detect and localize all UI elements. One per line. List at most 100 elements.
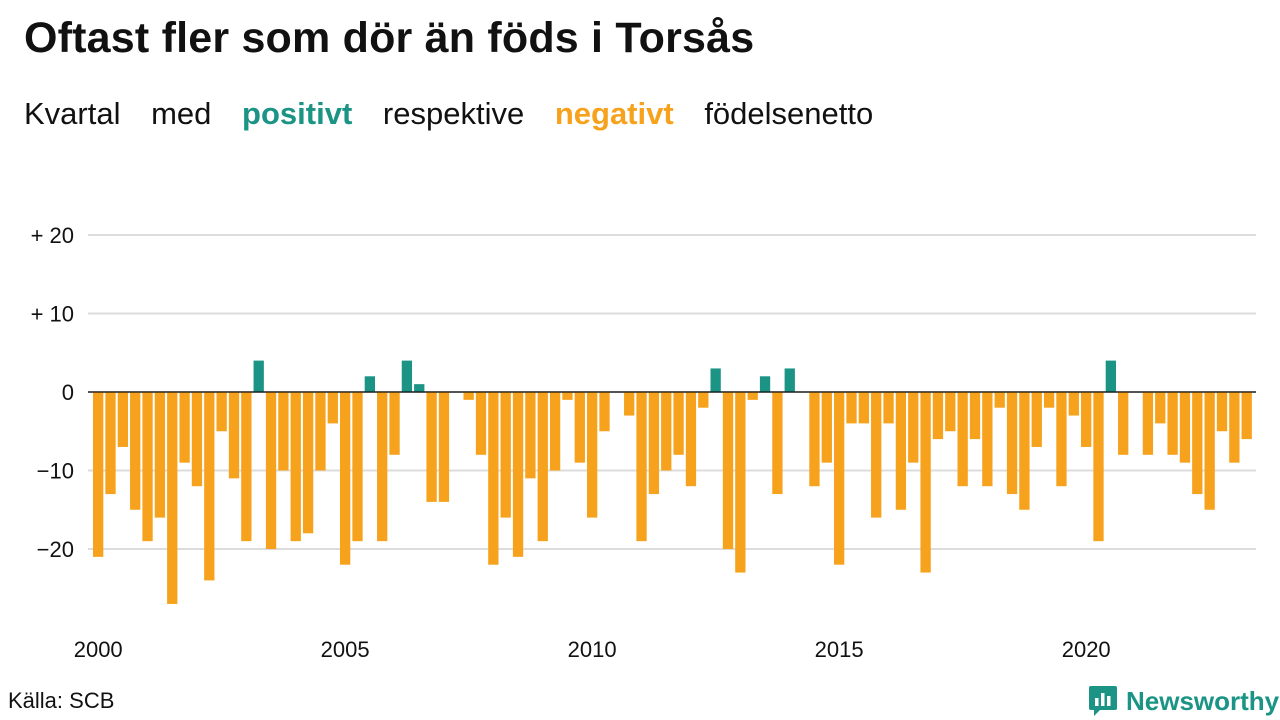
bar-2015-q1	[834, 392, 845, 565]
bar-2019-q2	[1043, 392, 1055, 408]
bar-2022-q2	[1192, 392, 1203, 495]
bar-2000-q3	[117, 392, 128, 447]
brand: Newsworthy	[1088, 684, 1279, 718]
bar-2004-q4	[327, 392, 338, 424]
bar-2003-q1	[241, 392, 252, 542]
subtitle-word-fodelsenetto: födelsenetto	[704, 96, 874, 131]
source-note: Källa: SCB	[8, 688, 115, 713]
bar-2005-q1	[340, 392, 351, 565]
bar-2003-q2	[253, 360, 264, 392]
bar-2022-q1	[1179, 392, 1191, 463]
bar-2017-q3	[957, 392, 968, 487]
bar-2018-q4	[1019, 392, 1030, 510]
bar-2005-q4	[377, 392, 388, 542]
bar-2015-q3	[858, 392, 869, 424]
bar-2003-q4	[278, 392, 289, 471]
bar-2014-q4	[821, 392, 832, 463]
bar-2011-q3	[661, 392, 672, 471]
bar-2022-q3	[1204, 392, 1215, 510]
bar-2017-q1	[932, 392, 944, 440]
bar-2015-q4	[871, 392, 882, 518]
x-tick-label: 2000	[74, 637, 123, 662]
bar-2020-q3	[1105, 360, 1116, 392]
bar-2016-q2	[895, 392, 907, 510]
legend-positive: positivt	[242, 96, 353, 131]
chart-title: Oftast fler som dör än föds i Torsås	[24, 14, 755, 62]
x-tick-label: 2005	[321, 637, 370, 662]
bar-2021-q3	[1155, 392, 1166, 424]
bar-2010-q1	[587, 392, 598, 518]
bar-2017-q4	[969, 392, 981, 440]
bar-2023-q1	[1229, 392, 1240, 463]
bar-2001-q4	[179, 392, 190, 463]
y-tick-label: −10	[37, 459, 74, 484]
bar-2020-q1	[1081, 392, 1092, 447]
bar-2013-q4	[772, 392, 783, 495]
x-tick-label: 2020	[1062, 637, 1111, 662]
bar-2018-q1	[982, 392, 993, 487]
bar-2012-q2	[698, 392, 709, 408]
bar-2000-q2	[105, 392, 116, 495]
bar-2001-q1	[142, 392, 153, 542]
legend-negative: negativt	[554, 96, 674, 131]
bar-2001-q3	[167, 392, 178, 604]
bar-2009-q1	[537, 392, 548, 542]
bar-2019-q1	[1031, 392, 1042, 447]
bar-2000-q1	[93, 392, 104, 557]
bar-2004-q1	[290, 392, 301, 542]
bar-2016-q4	[920, 392, 931, 573]
x-tick-label: 2015	[815, 637, 864, 662]
bar-2010-q2	[599, 392, 610, 432]
brand-name: Newsworthy	[1126, 685, 1280, 716]
newsworthy-logo-icon	[1089, 686, 1117, 716]
subtitle-word-med: med	[151, 96, 212, 131]
bar-2013-q1	[735, 392, 746, 573]
y-tick-label: + 20	[31, 223, 74, 248]
bar-2005-q3	[364, 376, 375, 392]
bar-2019-q3	[1056, 392, 1067, 487]
bar-2020-q4	[1118, 392, 1129, 455]
bar-2016-q3	[908, 392, 919, 463]
bar-2012-q4	[722, 392, 734, 549]
bar-2014-q3	[809, 392, 820, 487]
bar-2018-q3	[1006, 392, 1018, 495]
bar-2000-q4	[130, 392, 141, 510]
bar-2012-q1	[685, 392, 697, 487]
bar-2021-q4	[1167, 392, 1178, 455]
chart-subtitle: Kvartal med positivt respektive negativt…	[24, 96, 895, 132]
bar-2003-q3	[265, 392, 277, 549]
subtitle-word-respektive: respektive	[382, 96, 525, 131]
bar-2002-q2	[204, 392, 215, 581]
bar-2007-q1	[438, 392, 450, 502]
y-tick-label: 0	[62, 380, 74, 405]
bar-2007-q4	[475, 392, 487, 455]
bar-2008-q1	[488, 392, 499, 565]
bar-2007-q3	[463, 392, 474, 400]
subtitle-word-kvartal: Kvartal	[24, 96, 121, 131]
bar-2013-q2	[747, 392, 758, 400]
bar-2022-q4	[1216, 392, 1228, 432]
bar-2011-q2	[648, 392, 660, 495]
bar-2017-q2	[945, 392, 956, 432]
bar-2008-q4	[525, 392, 536, 479]
bar-2009-q2	[549, 392, 561, 471]
bar-2014-q1	[784, 368, 795, 392]
bar-2004-q3	[315, 392, 326, 471]
bar-2006-q1	[389, 392, 400, 455]
bar-2006-q4	[426, 392, 437, 502]
bar-2006-q2	[401, 360, 413, 392]
bar-2020-q2	[1093, 392, 1104, 542]
bar-2011-q1	[636, 392, 647, 542]
x-tick-label: 2010	[568, 637, 617, 662]
bar-2015-q2	[846, 392, 857, 424]
bar-2005-q2	[352, 392, 363, 542]
bar-2009-q3	[562, 392, 573, 400]
bar-2016-q1	[883, 392, 894, 424]
bar-2002-q3	[216, 392, 227, 432]
bar-2010-q4	[624, 392, 635, 416]
bar-2001-q2	[154, 392, 166, 518]
bar-2012-q3	[710, 368, 721, 392]
bar-2023-q2	[1241, 392, 1252, 440]
bar-2019-q4	[1068, 392, 1079, 416]
